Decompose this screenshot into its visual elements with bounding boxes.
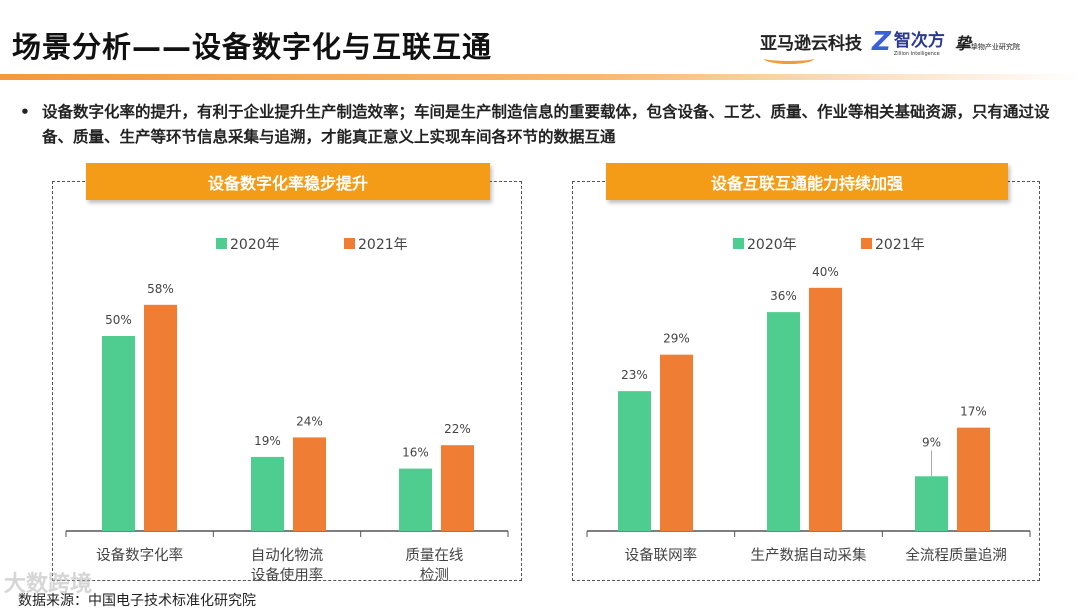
- data-label: 23%: [621, 368, 648, 382]
- amazon-logo: 亚马逊云科技: [760, 29, 862, 64]
- bar-0: [915, 476, 948, 531]
- zhiwu-logo: 挚挚物产业研究院: [954, 33, 1020, 53]
- data-label: 24%: [296, 414, 323, 428]
- legend-label-0: 2020年: [747, 237, 797, 253]
- category-label: 设备数字化率: [96, 547, 183, 564]
- data-label: 9%: [922, 435, 941, 449]
- category-label: 自动化物流: [251, 547, 324, 564]
- legend-swatch-0: [216, 238, 227, 249]
- page-title: 场景分析——设备数字化与互联互通: [12, 30, 493, 64]
- category-label: 设备使用率: [251, 567, 324, 584]
- bullet-text: 设备数字化率的提升，有利于企业提升生产制造效率；车间是生产制造信息的重要载体，包…: [20, 100, 1060, 150]
- watermark: 大数跨境: [4, 572, 93, 597]
- legend-swatch-1: [861, 238, 872, 249]
- legend-label-1: 2021年: [358, 237, 408, 253]
- category-label: 设备联网率: [625, 547, 698, 564]
- legend-swatch-1: [344, 238, 355, 249]
- data-label: 17%: [960, 405, 987, 419]
- bar-1: [957, 427, 990, 531]
- data-label: 36%: [770, 289, 797, 303]
- legend-swatch-0: [733, 238, 744, 249]
- bar-0: [102, 336, 135, 531]
- category-label: 检测: [420, 567, 449, 584]
- right-chart-title: 设备互联互通能力持续加强: [606, 163, 1008, 200]
- bar-1: [441, 445, 474, 531]
- data-source: 数据来源：中国电子技术标准化研究院: [18, 593, 256, 609]
- bar-1: [144, 304, 177, 531]
- bar-1: [809, 287, 842, 531]
- category-label: 全流程质量追溯: [905, 546, 1007, 564]
- legend-label-1: 2021年: [875, 237, 925, 253]
- logos: 亚马逊云科技 Z 智次方 Zillion Intelligence 挚挚物产业研究院: [760, 26, 1020, 64]
- data-label: 19%: [254, 434, 281, 448]
- bar-1: [293, 437, 326, 531]
- data-label: 50%: [105, 313, 132, 327]
- data-label: 16%: [402, 446, 429, 460]
- title-divider: [0, 74, 1080, 80]
- bar-0: [399, 468, 432, 531]
- legend-label-0: 2020年: [230, 237, 280, 253]
- left-chart-title: 设备数字化率稳步提升: [86, 163, 490, 200]
- zillion-logo: Z 智次方 Zillion Intelligence: [872, 26, 945, 58]
- data-label: 58%: [147, 282, 174, 296]
- data-label: 40%: [812, 265, 839, 279]
- bar-0: [767, 312, 800, 531]
- data-label: 29%: [663, 332, 690, 346]
- bar-0: [251, 456, 284, 531]
- bar-1: [660, 354, 693, 531]
- category-label: 生产数据自动采集: [751, 547, 867, 564]
- bar-0: [618, 391, 651, 531]
- data-label: 22%: [444, 422, 471, 436]
- category-label: 质量在线: [405, 547, 463, 564]
